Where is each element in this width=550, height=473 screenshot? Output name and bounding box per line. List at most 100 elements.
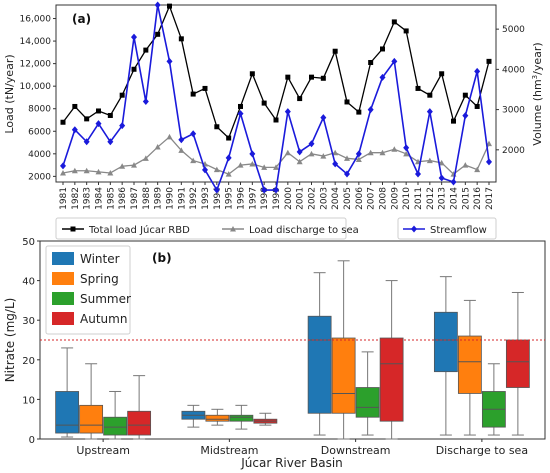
data-point (190, 130, 197, 138)
data-point (415, 170, 421, 178)
box-body (79, 404, 104, 434)
box-body (505, 339, 530, 388)
data-point (474, 103, 480, 109)
data-point (249, 71, 255, 77)
y-axis-ticks: 0 10 20 30 40 50 (22, 237, 40, 446)
group-downstream (307, 260, 404, 440)
data-point (178, 136, 185, 144)
data-point (237, 162, 244, 168)
panel-b-legend: Winter Spring Summer Autumn (45, 245, 131, 335)
data-point (332, 48, 338, 54)
data-point (367, 106, 374, 114)
data-point (344, 99, 350, 105)
x-tick-label: 1993 (201, 187, 211, 210)
x-tick-label: Downstream (321, 444, 391, 457)
legend-swatch (52, 272, 74, 285)
box-spring (79, 363, 104, 440)
data-point (391, 19, 397, 25)
box-winter (55, 347, 80, 438)
data-point (166, 133, 173, 140)
x-axis-title: Júcar River Basin (240, 456, 343, 470)
legend-label: Total load Júcar RBD (88, 224, 190, 236)
legend-label: Spring (80, 272, 119, 286)
panel-a-label: (a) (72, 12, 91, 26)
left-tick-label: 12,000 (20, 60, 52, 70)
x-tick-label: 2008 (379, 187, 389, 210)
data-point (60, 119, 66, 125)
data-point (355, 150, 362, 158)
series-load-discharge-to-sea (60, 133, 492, 177)
data-point (202, 166, 208, 174)
x-tick-label: Discharge to sea (436, 444, 528, 457)
x-tick-label: 1990 (166, 187, 176, 210)
data-point (131, 162, 137, 168)
data-point (285, 74, 291, 80)
box-body (205, 414, 230, 422)
data-point (190, 91, 196, 97)
data-point (356, 109, 362, 115)
data-point (415, 85, 421, 91)
x-tick-label: 2016 (473, 187, 483, 210)
x-tick-label: 2002 (308, 187, 318, 210)
x-tick-label: 2012 (426, 187, 436, 210)
legend-item-load-discharge-to-sea: Load discharge to sea (222, 225, 359, 236)
data-point (403, 28, 409, 34)
x-tick-label: 2007 (367, 187, 377, 210)
box-body (229, 414, 254, 422)
data-point (344, 155, 350, 161)
x-tick-label: 1985 (106, 187, 116, 210)
data-point (142, 98, 149, 106)
x-tick-label: 1983 (83, 187, 93, 210)
data-point (60, 169, 66, 176)
data-point (462, 162, 469, 168)
data-point (486, 58, 492, 64)
legend-swatch (52, 292, 74, 305)
data-point (273, 117, 279, 123)
data-point (344, 170, 350, 178)
x-tick-label: 2017 (485, 187, 495, 210)
data-point (142, 155, 149, 161)
legend-box-streamflow (397, 217, 497, 240)
right-tick-label: 5000 (502, 25, 525, 35)
box-autumn (505, 291, 530, 436)
box-winter (433, 276, 458, 436)
y-tick-label: 30 (22, 316, 35, 327)
series-line (62, 4, 490, 192)
data-point (119, 122, 126, 130)
data-point (308, 140, 315, 148)
data-point (320, 75, 326, 81)
panel-a-legend: Total load Júcar RBD Load discharge to se… (55, 217, 497, 240)
x-tick-label: 2014 (450, 187, 460, 210)
data-point (225, 154, 232, 162)
box-body (355, 387, 380, 418)
data-point (261, 100, 267, 106)
data-point (261, 186, 268, 194)
box-body (331, 337, 356, 414)
data-point (379, 149, 386, 156)
legend-item-total-load-j-car-rbd: Total load Júcar RBD (62, 224, 190, 236)
y-tick-label: 10 (22, 395, 35, 406)
x-tick-label: 2010 (402, 187, 412, 210)
data-point (178, 147, 185, 153)
data-point (438, 174, 445, 182)
data-point (379, 73, 386, 81)
data-point (71, 167, 78, 174)
box-body (433, 311, 458, 373)
x-tick-label: Upstream (76, 444, 130, 457)
data-point (84, 116, 90, 122)
left-tick-label: 10,000 (20, 82, 52, 92)
data-point (119, 163, 126, 169)
data-point (154, 144, 161, 150)
legend-item-spring: Spring (52, 272, 119, 286)
x-tick-label: 1999 (272, 187, 282, 210)
legend-item-winter: Winter (52, 252, 120, 266)
left-axis-ticks: 2000 4000 6000 8000 10,000 12,000 14,000 16,000 (20, 15, 56, 182)
panel-b: (b) 0 10 20 30 40 50 Upstream Midstream Downstr… (3, 237, 546, 470)
legend-box-total (55, 217, 347, 240)
data-point (226, 135, 232, 141)
left-tick-label: 2000 (28, 172, 51, 182)
box-body (457, 335, 482, 394)
data-point (107, 169, 114, 176)
legend-entries: Total load Júcar RBD Load discharge to se… (62, 224, 487, 236)
box-spring (205, 408, 230, 426)
